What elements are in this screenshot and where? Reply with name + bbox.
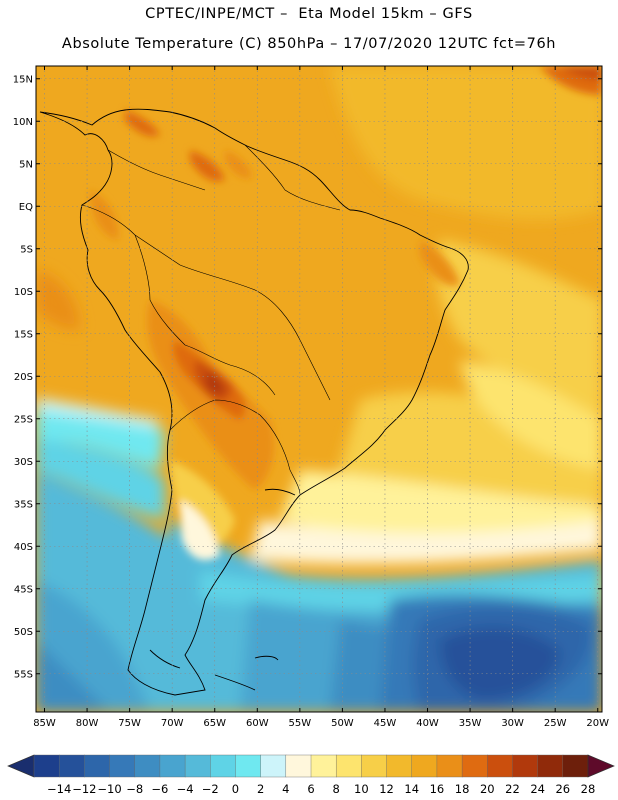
lon-tick-label: 75W	[118, 718, 141, 729]
colorbar-swatch	[335, 754, 362, 778]
colorbar-swatch	[411, 754, 438, 778]
lat-tick-label: 10N	[13, 117, 33, 128]
colorbar-label: −8	[126, 782, 143, 796]
colorbar-swatch	[159, 754, 186, 778]
lon-tick-label: 85W	[33, 718, 56, 729]
colorbar-label: 16	[430, 782, 445, 796]
lat-tick-label: 15N	[13, 74, 33, 85]
colorbar-swatch	[184, 754, 211, 778]
colorbar-label: 4	[282, 782, 289, 796]
lat-tick-label: 35S	[14, 499, 33, 510]
lon-tick-label: 30W	[501, 718, 524, 729]
colorbar-label: −10	[97, 782, 121, 796]
colorbar-low-arrow	[7, 754, 35, 778]
lon-tick-label: 55W	[289, 718, 312, 729]
lon-tick-label: 40W	[416, 718, 439, 729]
color-scale-legend: −14 −12 −10 −8 −6 −4 −2 0 2 4 6 8 10 12 14 16 18 20 22 24 26…	[7, 754, 615, 796]
colorbar-swatch	[210, 754, 236, 778]
colorbar-swatch	[134, 754, 161, 778]
lat-tick-label: 50S	[14, 627, 33, 638]
lon-tick-label: 70W	[161, 718, 184, 729]
colorbar-swatch	[386, 754, 413, 778]
longitude-axis: 85W 80W 75W 70W 65W 60W 55W 50W 45W 40W 35W 30W 25W 2…	[33, 66, 609, 729]
colorbar-label: 26	[555, 782, 570, 796]
lon-tick-label: 25W	[544, 718, 567, 729]
colorbar-label: 28	[581, 782, 596, 796]
colorbar-swatch	[487, 754, 513, 778]
colorbar-label: 8	[333, 782, 340, 796]
colorbar-label: 24	[530, 782, 545, 796]
colorbar-label: −12	[72, 782, 96, 796]
lat-tick-label: 45S	[14, 584, 33, 595]
lon-tick-label: 45W	[374, 718, 397, 729]
colorbar-label: −4	[177, 782, 194, 796]
lon-tick-label: 65W	[203, 718, 226, 729]
colorbar-swatch	[361, 754, 388, 778]
colorbar-label: 12	[379, 782, 394, 796]
plot-frame	[35, 65, 603, 713]
lat-tick-label: 5S	[20, 244, 33, 255]
colorbar-swatch	[109, 754, 136, 778]
lat-tick-label: 30S	[14, 457, 33, 468]
lat-tick-label: EQ	[19, 202, 33, 213]
chart-title-line2: Absolute Temperature (C) 850hPa – 17/07/…	[61, 36, 557, 52]
latitude-axis: 15N 10N 5N EQ 5S 10S 15S 20S 25S 30S 35S 40S 45S 50S 5…	[13, 74, 602, 680]
colorbar-swatch	[562, 754, 589, 778]
colorbar-swatch	[33, 754, 60, 778]
colorbar-swatch	[537, 754, 564, 778]
lat-tick-label: 40S	[14, 542, 33, 553]
colorbar-swatch	[512, 754, 539, 778]
lat-tick-label: 5N	[19, 159, 33, 170]
colorbar-swatch	[461, 754, 488, 778]
colorbar-swatch	[235, 754, 262, 778]
colorbar-swatch	[310, 754, 337, 778]
lat-tick-label: 10S	[14, 287, 33, 298]
colorbar-label: −6	[151, 782, 168, 796]
colorbar-label: 14	[404, 782, 419, 796]
lon-tick-label: 80W	[76, 718, 99, 729]
colorbar-label: 10	[354, 782, 369, 796]
country-borders	[81, 144, 341, 496]
colorbar-swatch	[285, 754, 312, 778]
lon-tick-label: 20W	[586, 718, 609, 729]
colorbar-label: −2	[202, 782, 219, 796]
lat-tick-label: 25S	[14, 414, 33, 425]
colorbar-label: 22	[505, 782, 520, 796]
colorbar-label: 6	[307, 782, 314, 796]
colorbar-label: 2	[257, 782, 264, 796]
colorbar-high-arrow	[587, 754, 615, 778]
colorbar-label: 18	[455, 782, 470, 796]
colorbar-swatch	[436, 754, 463, 778]
lon-tick-label: 60W	[246, 718, 269, 729]
colorbar-swatch	[260, 754, 287, 778]
chart-title-line1: CPTEC/INPE/MCT – Eta Model 15km – GFS	[145, 6, 473, 22]
colorbar-label: 20	[480, 782, 495, 796]
lon-tick-label: 50W	[331, 718, 354, 729]
lon-tick-label: 35W	[459, 718, 482, 729]
lat-tick-label: 15S	[14, 329, 33, 340]
lat-tick-label: 55S	[14, 669, 33, 680]
colorbar-label: −14	[47, 782, 71, 796]
colorbar-swatch	[58, 754, 85, 778]
temperature-field	[36, 66, 602, 712]
colorbar-label: 0	[232, 782, 239, 796]
lat-tick-label: 20S	[14, 372, 33, 383]
coastlines	[39, 108, 469, 696]
colorbar-swatch	[84, 754, 111, 778]
